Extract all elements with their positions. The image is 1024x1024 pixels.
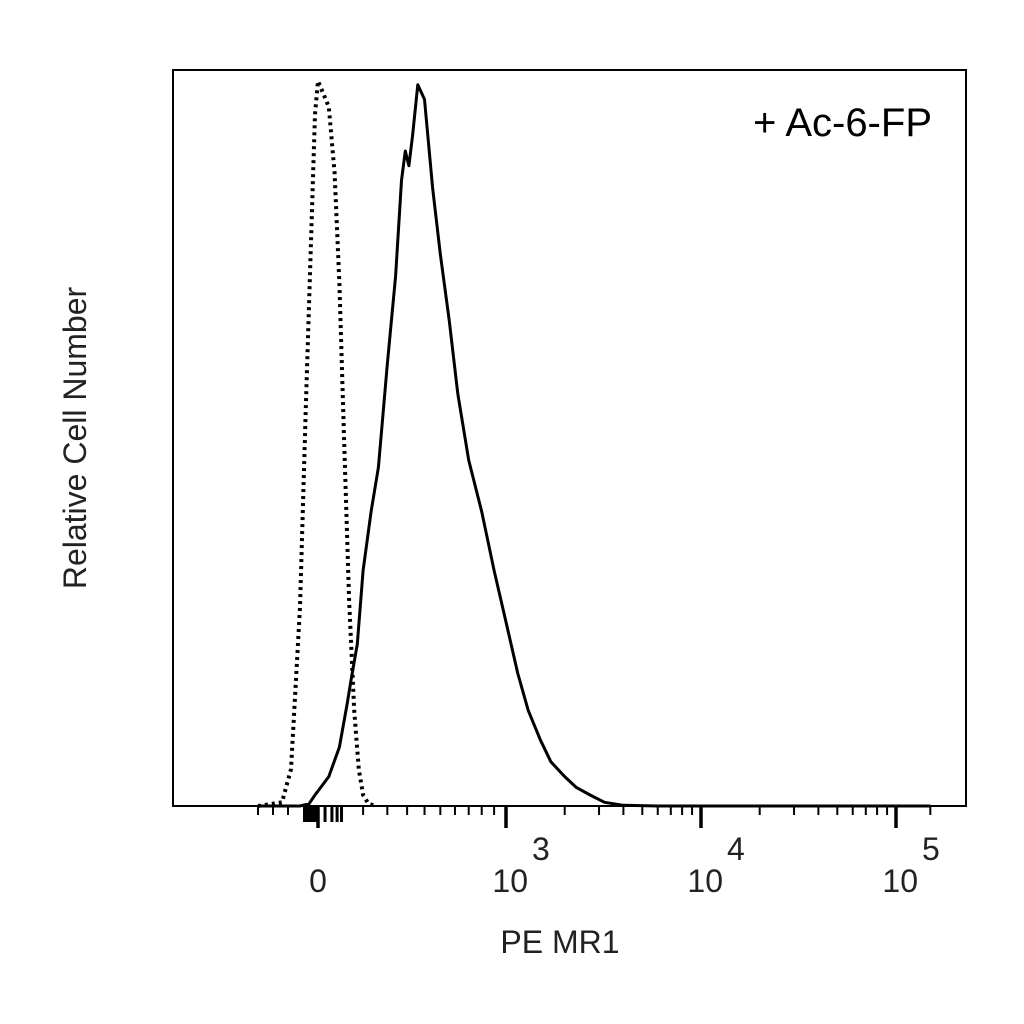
x-tick-exponent: 4 — [727, 831, 745, 867]
plot-frame — [172, 69, 967, 807]
x-axis-ticks — [257, 806, 932, 828]
x-tick-label: 10 — [882, 863, 918, 899]
histogram-dotted-line — [257, 79, 377, 808]
x-tick-exponent: 5 — [922, 831, 940, 867]
annotation-label: + Ac-6-FP — [753, 101, 932, 145]
y-axis-label: Relative Cell Number — [57, 286, 93, 589]
x-tick-label: 10 — [492, 863, 528, 899]
histogram-solid-line — [258, 83, 931, 808]
x-tick-label: 10 — [687, 863, 723, 899]
x-tick-exponent: 3 — [532, 831, 550, 867]
x-tick-label: 0 — [309, 863, 327, 899]
x-axis-label: PE MR1 — [500, 924, 619, 960]
histogram-curves — [257, 79, 931, 808]
